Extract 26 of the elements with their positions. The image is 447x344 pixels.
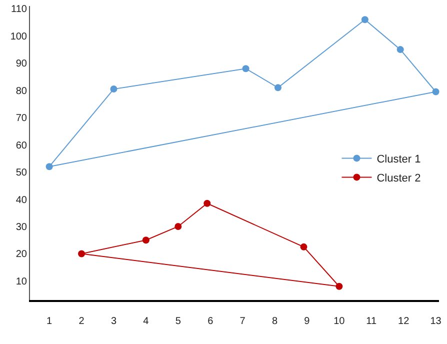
x-tick-label: 2 (78, 316, 85, 327)
y-tick-label: 10 (16, 276, 28, 288)
x-tick-label: 9 (304, 316, 310, 327)
x-tick-label: 6 (208, 316, 214, 327)
legend-label: Cluster 2 (376, 172, 421, 184)
x-tick-label: 11 (366, 316, 377, 327)
x-tick-label: 13 (430, 316, 442, 327)
y-tick-label: 60 (16, 140, 28, 152)
y-tick-label: 80 (16, 86, 28, 97)
y-tick-label: 40 (16, 194, 28, 206)
y-tick-label: 110 (11, 4, 28, 16)
x-tick-label: 12 (398, 316, 410, 327)
x-tick-label: 1 (46, 316, 53, 327)
y-tick-label: 70 (16, 113, 28, 124)
y-tick-label: 50 (16, 168, 28, 179)
x-tick-label: 5 (175, 316, 182, 327)
x-tick-label: 7 (240, 316, 246, 327)
y-tick-label: 20 (16, 249, 28, 260)
x-tick-label: 8 (272, 316, 278, 327)
x-tick-label: 4 (143, 316, 150, 327)
x-tick-label: 3 (110, 316, 117, 327)
legend-label: Cluster 1 (376, 153, 421, 166)
y-tick-label: 100 (10, 31, 28, 42)
y-tick-label: 90 (16, 58, 28, 70)
y-tick-label: 30 (16, 222, 28, 233)
x-tick-label: 10 (334, 316, 346, 327)
